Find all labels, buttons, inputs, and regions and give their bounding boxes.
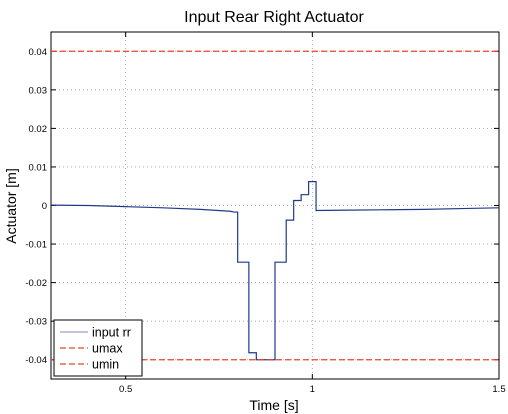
axis-ticks: 0.5 1 1.5 -0.04 -0.03 -0.02 -0.01 0 0.01 0.02 0.03… [25,32,506,395]
series-line-input-rr [50,181,500,361]
chart-title: Input Rear Right Actuator [184,9,364,26]
x-tick-label: 1 [310,384,315,395]
y-tick-label: -0.03 [25,317,47,328]
legend-label: umin [92,358,119,372]
y-tick-label: -0.01 [25,240,47,251]
x-tick-label: 1.5 [492,384,505,395]
y-tick-label: 0.01 [29,162,48,173]
x-tick-label: 0.5 [119,384,132,395]
legend-label: umax [92,342,123,356]
y-tick-label: -0.04 [25,355,47,366]
y-tick-label: 0.03 [29,85,48,96]
y-axis-label: Actuator [m] [3,168,19,243]
legend-box [53,319,143,377]
y-tick-label: 0.04 [29,47,48,58]
legend: input rr umax umin [53,319,143,377]
y-tick-label: 0 [42,201,47,212]
x-axis-label: Time [s] [249,397,298,413]
y-tick-label: -0.02 [25,278,47,289]
legend-label: input rr [92,326,131,340]
y-tick-label: 0.02 [29,124,48,135]
